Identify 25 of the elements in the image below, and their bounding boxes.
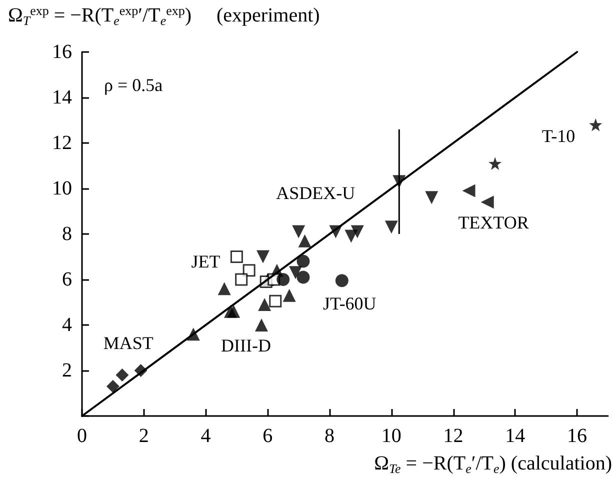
series-label: MAST	[103, 333, 154, 354]
y-tick-label: 6	[62, 268, 72, 290]
series-label: TEXTOR	[458, 212, 529, 233]
x-tick-label: 6	[262, 425, 273, 447]
x-tick-label: 4	[200, 425, 211, 447]
y-tick-label: 16	[52, 41, 72, 63]
x-tick-label: 12	[443, 425, 464, 447]
x-tick-label: 2	[138, 425, 149, 447]
y-tick-label: 2	[62, 360, 72, 382]
y-tick-label: 14	[52, 86, 72, 108]
y-tick-label: 4	[62, 314, 72, 336]
series-label: T-10	[542, 126, 576, 146]
x-tick-label: 10	[381, 425, 402, 447]
series-label: JET	[191, 251, 220, 272]
x-tick-label: 14	[505, 425, 526, 447]
x-tick-label: 0	[77, 425, 87, 447]
y-tick-label: 12	[52, 132, 72, 154]
series-label: DIII-D	[220, 335, 271, 356]
x-tick-label: 16	[567, 425, 588, 447]
annotation: ρ = 0.5a	[104, 75, 163, 95]
series-label: JT-60U	[322, 293, 376, 314]
y-tick-label: 10	[52, 178, 72, 200]
series-label: ASDEX-U	[276, 183, 356, 204]
x-tick-label: 8	[324, 425, 335, 447]
y-tick-label: 8	[62, 223, 72, 245]
